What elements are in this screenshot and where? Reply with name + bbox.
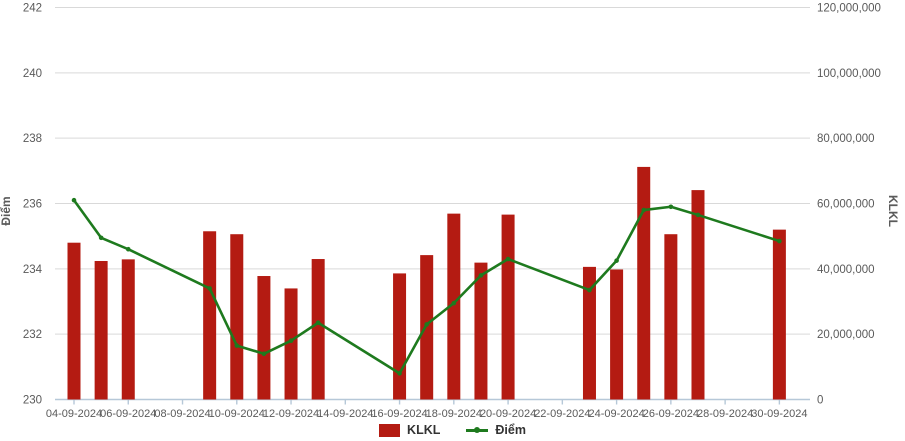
diem-point-16-09-2024[interactable] — [397, 371, 402, 376]
bar-27-09-2024[interactable] — [691, 190, 705, 400]
x-axis-tick-label: 30-09-2024 — [751, 408, 807, 420]
x-axis-tick-label: 20-09-2024 — [480, 408, 536, 420]
right-axis-tick-label: 0 — [817, 395, 823, 407]
bar-26-09-2024[interactable] — [664, 234, 678, 400]
diem-point-05-09-2024[interactable] — [98, 235, 104, 241]
x-axis-tick-label: 24-09-2024 — [588, 408, 644, 420]
bar-30-09-2024[interactable] — [772, 229, 786, 400]
diem-point-11-09-2024[interactable] — [261, 351, 267, 357]
bar-series-swatch-icon — [379, 423, 401, 437]
bar-05-09-2024[interactable] — [94, 260, 108, 400]
legend-item-diem[interactable]: Điểm — [466, 423, 526, 437]
bar-09-09-2024[interactable] — [203, 231, 217, 400]
diem-point-04-09-2024[interactable] — [71, 197, 77, 203]
right-axis-tick-label: 120,000,000 — [817, 3, 881, 15]
x-axis-tick-label: 18-09-2024 — [426, 408, 482, 420]
left-axis-tick-label: 238 — [23, 133, 42, 145]
x-axis-tick-label: 26-09-2024 — [643, 408, 699, 420]
legend-label-diem: Điểm — [495, 423, 526, 437]
diem-point-10-09-2024[interactable] — [234, 343, 240, 348]
right-axis-tick-label: 80,000,000 — [817, 133, 875, 145]
bar-25-09-2024[interactable] — [637, 166, 651, 400]
bar-19-09-2024[interactable] — [474, 262, 488, 400]
diem-point-19-09-2024[interactable] — [478, 273, 484, 278]
diem-point-09-09-2024[interactable] — [207, 286, 212, 291]
legend-label-klkl: KLKL — [407, 423, 441, 437]
legend: KLKL Điểm — [0, 423, 905, 437]
bar-24-09-2024[interactable] — [610, 269, 624, 400]
left-axis-tick-label: 236 — [23, 199, 42, 211]
left-axis-tick-label: 234 — [23, 264, 43, 276]
bar-17-09-2024[interactable] — [420, 255, 434, 400]
line-series-swatch-icon — [466, 424, 489, 437]
bar-12-09-2024[interactable] — [284, 288, 298, 400]
right-axis-tick-label: 100,000,000 — [817, 68, 881, 80]
left-axis-tick-label: 232 — [23, 329, 42, 341]
bar-10-09-2024[interactable] — [230, 234, 244, 400]
bar-18-09-2024[interactable] — [447, 213, 461, 400]
right-axis-tick-label: 40,000,000 — [817, 264, 875, 276]
bar-06-09-2024[interactable] — [121, 259, 135, 400]
bar-04-09-2024[interactable] — [67, 242, 81, 400]
diem-point-13-09-2024[interactable] — [315, 320, 321, 326]
diem-point-20-09-2024[interactable] — [505, 256, 511, 262]
right-axis-tick-label: 60,000,000 — [817, 199, 875, 211]
x-axis-tick-label: 16-09-2024 — [371, 408, 427, 420]
left-axis-tick-label: 242 — [23, 3, 42, 15]
x-axis-tick-label: 28-09-2024 — [697, 408, 753, 420]
diem-point-30-09-2024[interactable] — [777, 238, 782, 244]
diem-point-23-09-2024[interactable] — [587, 287, 592, 293]
left-axis-title: Điểm — [0, 196, 13, 226]
right-axis-title: KLKL — [886, 195, 900, 227]
right-axis-tick-label: 20,000,000 — [817, 329, 875, 341]
diem-point-17-09-2024[interactable] — [424, 322, 429, 327]
diem-point-26-09-2024[interactable] — [668, 204, 674, 210]
legend-item-klkl[interactable]: KLKL — [379, 423, 440, 437]
bar-13-09-2024[interactable] — [311, 259, 325, 400]
x-axis-tick-label: 06-09-2024 — [100, 408, 156, 420]
x-axis-tick-label: 08-09-2024 — [154, 408, 210, 420]
bar-11-09-2024[interactable] — [257, 276, 271, 400]
x-axis-tick-label: 22-09-2024 — [534, 408, 590, 420]
diem-point-25-09-2024[interactable] — [641, 207, 647, 213]
left-axis-tick-label: 240 — [23, 68, 42, 80]
diem-point-24-09-2024[interactable] — [614, 258, 619, 263]
diem-point-27-09-2024[interactable] — [695, 212, 701, 218]
diem-point-12-09-2024[interactable] — [288, 338, 294, 344]
bar-23-09-2024[interactable] — [582, 266, 596, 400]
diem-point-06-09-2024[interactable] — [125, 246, 131, 252]
x-axis-tick-label: 12-09-2024 — [263, 408, 319, 420]
x-axis-tick-label: 14-09-2024 — [317, 408, 373, 420]
bar-16-09-2024[interactable] — [393, 273, 407, 400]
x-axis-tick-label: 04-09-2024 — [46, 408, 102, 420]
diem-point-18-09-2024[interactable] — [451, 300, 457, 306]
left-axis-tick-label: 230 — [23, 395, 42, 407]
x-axis-tick-label: 10-09-2024 — [209, 408, 265, 420]
bar-20-09-2024[interactable] — [501, 214, 515, 400]
